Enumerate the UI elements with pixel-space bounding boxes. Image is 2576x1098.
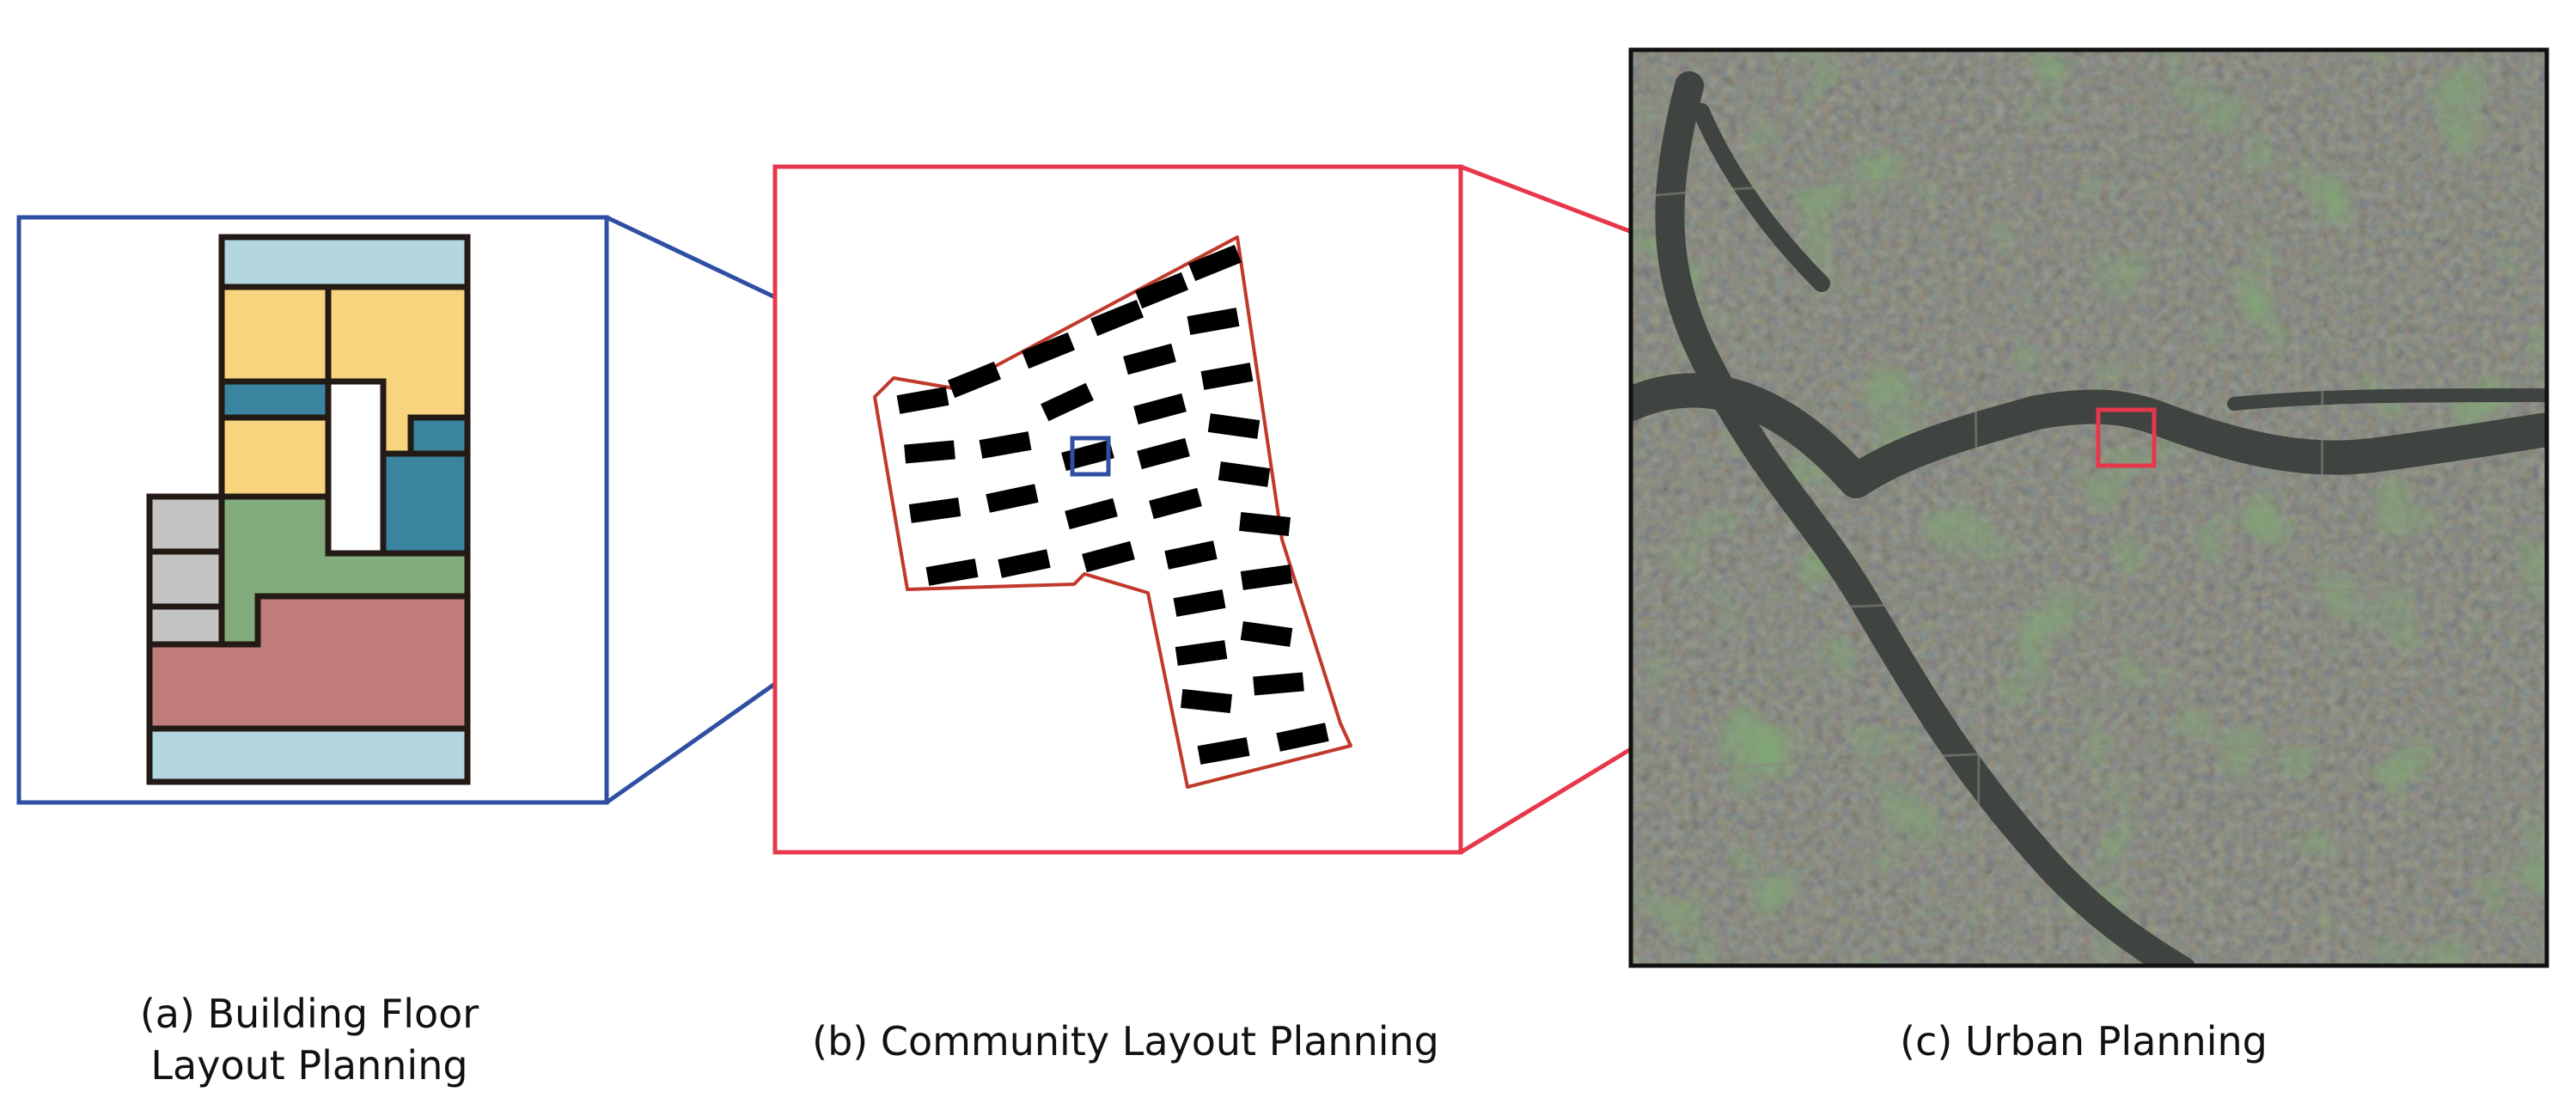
panel-a-building-floor-layout <box>16 215 609 805</box>
floor-plan <box>146 234 471 785</box>
building-footprint <box>1149 487 1202 520</box>
building-footprint <box>1200 363 1254 390</box>
building-footprints <box>896 244 1329 765</box>
river-north-channel <box>1693 103 1830 292</box>
building-footprint <box>908 497 961 523</box>
building-footprint <box>1197 737 1250 765</box>
river-west-channel <box>1655 71 2196 966</box>
building-footprint <box>1082 540 1135 573</box>
building-footprint <box>1041 382 1094 422</box>
caption-urban-planning: (c) Urban Planning <box>1900 1018 2268 1064</box>
building-footprint <box>1181 689 1232 713</box>
panel-b-community-layout <box>772 164 1463 855</box>
building-footprint <box>1061 439 1114 472</box>
room-teal-large <box>380 450 471 557</box>
building-footprint <box>1240 564 1293 590</box>
room-yellow-middle-left <box>218 414 332 500</box>
building-footprint <box>998 549 1051 578</box>
building-footprint <box>1240 621 1293 647</box>
building-footprint <box>1218 461 1271 487</box>
building-footprint <box>986 484 1039 513</box>
room-grey-2 <box>146 548 225 610</box>
building-footprint <box>947 361 1002 399</box>
building-footprint <box>1187 308 1240 335</box>
road-network <box>1631 50 2547 966</box>
building-footprint <box>1239 512 1291 536</box>
building-footprint <box>979 431 1032 459</box>
room-teal-left <box>218 378 332 421</box>
road <box>1972 50 1981 966</box>
panel-b-zoom-region-marker <box>2096 407 2157 468</box>
building-footprint <box>1253 672 1304 696</box>
building-footprint <box>1187 244 1242 282</box>
caption-building-floor-layout-planning: (a) Building Floor Layout Planning <box>69 988 550 1091</box>
room-yellow-top-left <box>218 284 332 385</box>
building-footprint <box>1134 271 1189 309</box>
room-top-light-blue <box>218 234 471 290</box>
river-east-branch <box>2227 388 2547 411</box>
road <box>1631 162 2547 199</box>
building-footprint <box>1207 413 1261 439</box>
building-footprint <box>1173 589 1226 617</box>
panel-c-urban-satellite-view <box>1628 47 2549 968</box>
road <box>1631 743 2547 775</box>
building-footprint <box>1065 497 1118 530</box>
building-footprint <box>1133 393 1187 425</box>
building-footprint <box>1137 437 1190 470</box>
building-footprint <box>1090 299 1145 337</box>
building-footprint <box>1164 540 1218 570</box>
road <box>1631 583 2547 620</box>
river-network <box>1631 71 2547 966</box>
building-footprint <box>1021 332 1076 369</box>
road <box>2318 50 2339 966</box>
caption-community-layout-planning: (b) Community Layout Planning <box>812 1018 1439 1064</box>
building-footprint <box>925 558 979 586</box>
river-main-channel <box>1631 373 2547 498</box>
building-footprint <box>896 387 949 414</box>
caption-a-line-1: (a) Building Floor <box>139 991 479 1037</box>
room-grey-1 <box>146 493 225 555</box>
room-white-corridor <box>325 378 387 557</box>
panel-a-zoom-region-marker <box>1070 436 1111 477</box>
room-teal-small <box>407 414 471 457</box>
room-grey-3 <box>146 603 225 648</box>
building-footprint <box>1276 723 1329 752</box>
panel-c-frame <box>1628 47 2549 968</box>
building-footprint <box>1175 640 1228 666</box>
building-footprint <box>1123 343 1176 375</box>
building-footprint <box>904 440 955 464</box>
room-bottom-light-blue <box>146 725 471 785</box>
caption-a-line-2: Layout Planning <box>150 1042 468 1089</box>
